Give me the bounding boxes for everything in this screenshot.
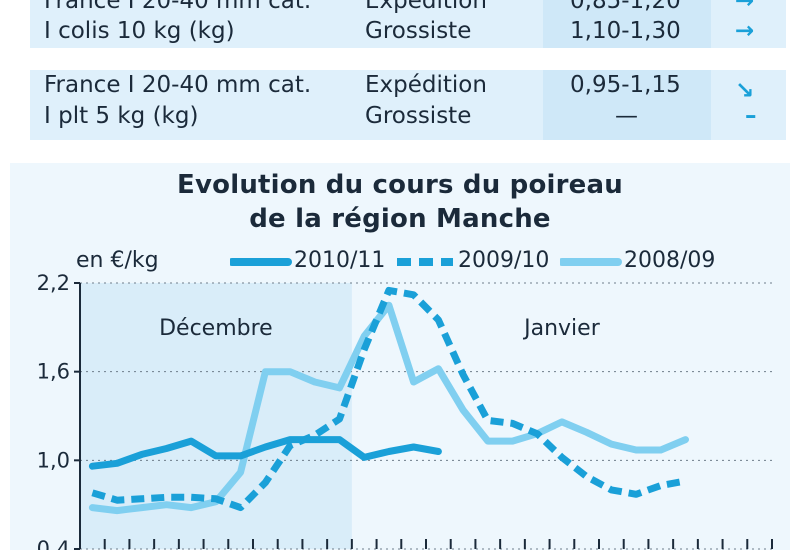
y-axis-unit-label: en €/kg xyxy=(76,248,159,273)
legend-swatch-2009-10 xyxy=(397,258,453,266)
trend-stable-icon: → xyxy=(735,18,755,44)
y-tick-label: 0,4 xyxy=(37,537,70,550)
series-line-2009-10 xyxy=(91,286,687,512)
legend-label-2010-11: 2010/11 xyxy=(294,248,386,273)
chart-title-line2: de la région Manche xyxy=(249,204,551,234)
period-label-december: Décembre xyxy=(159,316,273,341)
product-line: France I 20-40 mm cat. xyxy=(44,0,312,14)
product-line: France I 20-40 mm cat. xyxy=(44,72,312,98)
legend-swatch-2010-11 xyxy=(230,258,292,266)
series-line-2008-09 xyxy=(88,301,689,515)
price-range: 0,85-1,20 xyxy=(570,0,681,14)
trend-na-icon: – xyxy=(745,103,757,129)
period-label-january: Janvier xyxy=(522,316,601,341)
legend-swatch-2008-09 xyxy=(560,258,622,266)
y-tick-label: 1,0 xyxy=(37,448,70,472)
y-tick-label: 2,2 xyxy=(37,271,70,295)
stage-label: Expédition xyxy=(365,0,487,14)
price-column-band xyxy=(543,70,711,140)
price-column-band xyxy=(543,0,711,52)
stage-label: Expédition xyxy=(365,72,487,98)
trend-down-icon: ↘ xyxy=(735,78,755,104)
chart-title-line1: Evolution du cours du poireau xyxy=(177,170,623,200)
series-line-2010-11 xyxy=(88,436,442,470)
stage-label: Grossiste xyxy=(365,18,472,44)
trend-stable-icon: → xyxy=(735,0,755,14)
price-range: 1,10-1,30 xyxy=(570,18,681,44)
price-range: 0,95-1,15 xyxy=(570,72,681,98)
legend-label-2009-10: 2009/10 xyxy=(458,248,550,273)
product-line: I colis 10 kg (kg) xyxy=(44,18,235,44)
legend-label-2008-09: 2008/09 xyxy=(624,248,716,273)
y-tick-label: 1,6 xyxy=(37,360,70,384)
stage-label: Grossiste xyxy=(365,103,472,129)
price-range: — xyxy=(615,103,638,129)
product-line: I plt 5 kg (kg) xyxy=(44,103,199,129)
row-divider xyxy=(30,48,786,52)
